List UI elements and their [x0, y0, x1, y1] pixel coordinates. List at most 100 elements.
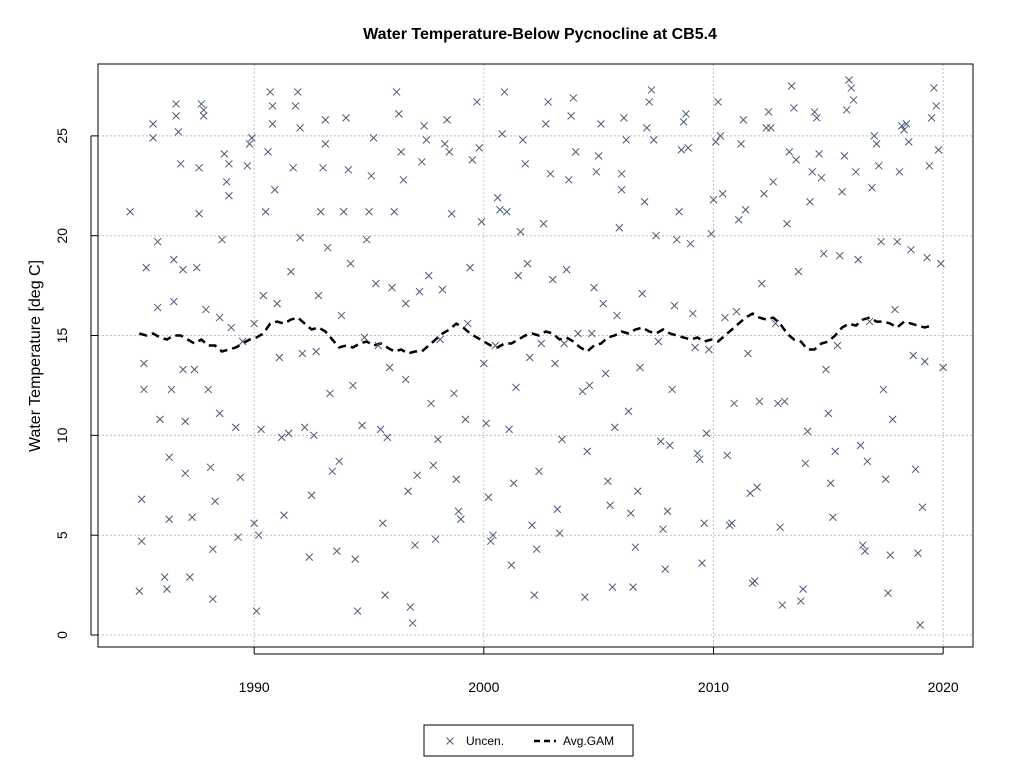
data-point	[592, 167, 601, 176]
data-point	[773, 399, 782, 408]
data-point	[716, 132, 725, 140]
data-point	[881, 475, 890, 484]
data-point	[590, 283, 598, 292]
data-point	[553, 505, 562, 514]
data-point	[445, 147, 454, 156]
data-point	[730, 399, 739, 408]
data-point	[911, 465, 920, 474]
data-point	[172, 112, 180, 120]
data-point	[617, 185, 626, 194]
data-point	[780, 397, 789, 406]
y-tick-label: 0	[54, 631, 70, 639]
data-point	[856, 441, 865, 450]
data-point	[620, 114, 628, 122]
data-point	[829, 513, 837, 522]
data-point	[404, 487, 412, 496]
data-point	[397, 147, 406, 156]
data-point	[450, 389, 458, 398]
data-point	[236, 473, 245, 482]
data-point	[695, 455, 704, 464]
data-point	[812, 114, 821, 122]
data-point	[840, 151, 849, 160]
data-point	[535, 467, 543, 476]
data-point	[270, 185, 279, 194]
data-point	[165, 453, 174, 462]
data-point	[443, 116, 451, 124]
data-point	[277, 433, 286, 442]
data-point	[764, 108, 773, 116]
y-tick-label: 15	[54, 328, 70, 344]
data-point	[215, 409, 224, 418]
data-point	[640, 197, 649, 206]
data-point	[698, 559, 706, 567]
data-point	[907, 245, 915, 254]
data-point	[551, 359, 559, 368]
data-point	[684, 144, 693, 152]
data-point	[268, 120, 277, 128]
data-point	[349, 381, 357, 390]
data-point	[930, 84, 938, 92]
data-point	[293, 88, 302, 96]
data-point	[496, 205, 504, 214]
data-point	[854, 255, 863, 264]
data-point	[468, 155, 477, 164]
legend-points-marker	[446, 737, 454, 745]
data-point	[413, 471, 422, 480]
data-point	[417, 157, 426, 166]
data-point	[392, 88, 401, 96]
data-point	[420, 122, 428, 130]
data-point	[652, 231, 660, 240]
data-point	[401, 375, 410, 384]
plot-frame	[97, 63, 974, 648]
data-point	[718, 189, 727, 198]
data-point	[714, 98, 722, 106]
data-point	[156, 415, 164, 424]
data-point	[567, 112, 575, 120]
data-point	[537, 339, 546, 348]
gam-series-line	[138, 312, 933, 355]
data-point	[833, 341, 842, 350]
legend-label-points: Uncen.	[466, 734, 504, 748]
data-point	[140, 359, 148, 368]
data-point	[519, 136, 527, 144]
data-point	[314, 291, 323, 300]
data-point	[169, 297, 178, 306]
data-point	[677, 145, 686, 154]
data-point	[135, 587, 144, 595]
data-point	[863, 457, 872, 466]
data-point	[321, 116, 330, 124]
data-point	[909, 351, 918, 360]
data-point	[463, 319, 472, 328]
data-point	[799, 585, 807, 593]
data-point	[548, 275, 557, 284]
data-point	[822, 365, 830, 374]
data-point	[208, 545, 217, 554]
data-point	[452, 475, 461, 484]
data-point	[624, 407, 633, 416]
data-point	[783, 219, 791, 228]
data-point	[211, 497, 219, 506]
data-point	[287, 267, 295, 276]
data-point	[447, 209, 456, 218]
data-point	[312, 347, 321, 356]
data-point	[884, 589, 892, 597]
data-point	[466, 263, 474, 272]
data-point	[310, 431, 318, 440]
data-point	[835, 251, 844, 260]
data-point	[424, 271, 433, 280]
data-point	[140, 385, 148, 394]
data-point	[656, 437, 665, 446]
data-point	[606, 501, 614, 510]
data-point	[638, 289, 647, 298]
data-point	[755, 397, 764, 406]
legend-box	[423, 724, 634, 757]
x-tick-label: 1990	[239, 679, 270, 695]
data-point	[688, 309, 697, 318]
data-point	[440, 140, 449, 148]
data-point	[137, 537, 146, 546]
data-point	[477, 217, 486, 226]
data-point	[335, 457, 343, 466]
legend-x-marker	[446, 737, 454, 745]
data-point	[721, 313, 729, 322]
data-point	[509, 479, 518, 488]
